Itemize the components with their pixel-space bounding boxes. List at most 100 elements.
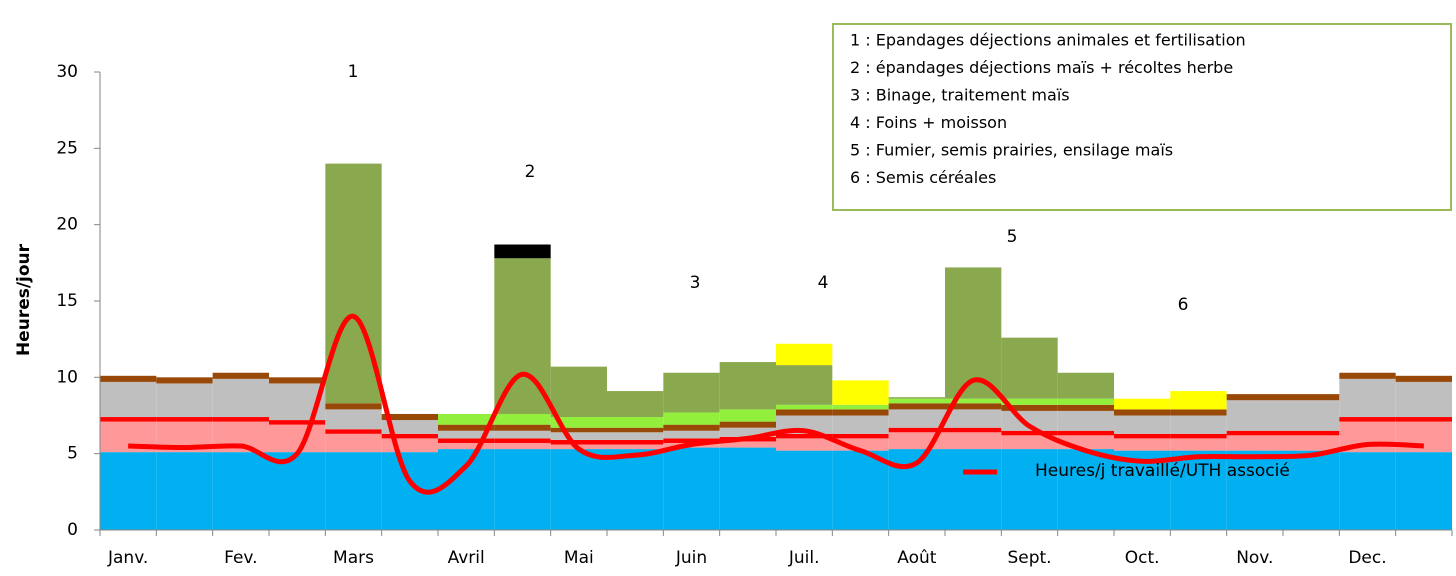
- bar-segment: [945, 427, 1002, 433]
- bar-segment: [212, 372, 269, 379]
- x-tick-label: Oct.: [1125, 548, 1160, 568]
- bar-segment: [663, 412, 720, 425]
- x-tick-label: Nov.: [1236, 548, 1273, 568]
- bar-segment: [1395, 452, 1452, 530]
- y-tick-label: 20: [56, 215, 78, 235]
- legend-label: Heures/j travaillé/UTH associé: [1035, 461, 1290, 481]
- bar-segment: [832, 409, 889, 416]
- bar-segment: [663, 447, 720, 530]
- note: 4 : Foins + moisson: [850, 113, 1007, 132]
- x-tick-label: Avril: [448, 548, 485, 568]
- bar-segment: [438, 424, 495, 431]
- bar-segment: [1395, 381, 1452, 418]
- bar-segment: [494, 430, 551, 439]
- bar-segment: [1001, 404, 1058, 411]
- annotation: 2: [525, 162, 536, 182]
- bar-segment: [550, 427, 607, 433]
- bar-segment: [888, 397, 945, 399]
- bar-segment: [776, 409, 833, 416]
- bar-segment: [719, 362, 776, 410]
- bar-segment: [494, 442, 551, 450]
- y-tick-label: 30: [56, 62, 78, 82]
- bar-segment: [1283, 435, 1340, 451]
- bar-segment: [156, 377, 213, 384]
- bar-segment: [888, 403, 945, 410]
- bar-segment: [607, 449, 664, 530]
- bar-segment: [100, 375, 157, 382]
- bar-segment: [438, 430, 495, 439]
- bar-segment: [156, 383, 213, 418]
- bar-segment: [1057, 372, 1114, 399]
- x-tick-label: Mai: [564, 548, 594, 568]
- bar-segment: [1339, 452, 1396, 530]
- bar-segment: [1057, 398, 1114, 405]
- bar-segment: [1283, 400, 1340, 431]
- note: 2 : épandages déjections maïs + récoltes…: [850, 58, 1233, 77]
- bar-segment: [1395, 417, 1452, 422]
- bar-segment: [719, 447, 776, 530]
- bar-segment: [1395, 421, 1452, 453]
- bar-segment: [1170, 438, 1227, 451]
- note: 3 : Binage, traitement maïs: [850, 86, 1070, 105]
- bar-segment: [269, 452, 326, 530]
- notes-box: [832, 23, 1452, 211]
- x-tick-label: Mars: [333, 548, 374, 568]
- bar-segment: [945, 409, 1002, 428]
- bar-segment: [832, 415, 889, 434]
- note: 5 : Fumier, semis prairies, ensilage maï…: [850, 141, 1173, 160]
- bar-segment: [719, 421, 776, 428]
- y-tick-label: 0: [67, 520, 78, 540]
- bar-segment: [212, 378, 269, 418]
- annotation: 3: [690, 273, 701, 293]
- bar-segment: [550, 449, 607, 530]
- bar-segment: [607, 439, 664, 445]
- bar-segment: [1114, 438, 1171, 451]
- bar-segment: [1395, 375, 1452, 382]
- bar-segment: [550, 417, 607, 428]
- x-tick-label: Août: [897, 548, 937, 568]
- bar-segment: [269, 424, 326, 453]
- bar-segment: [1170, 450, 1227, 530]
- bar-segment: [100, 417, 157, 422]
- bar-segment: [776, 343, 833, 366]
- bar-segment: [607, 432, 664, 440]
- bar-segment: [888, 427, 945, 433]
- bar-segment: [156, 452, 213, 530]
- bar-segment: [494, 438, 551, 443]
- annotation: 1: [348, 62, 359, 82]
- bar-segment: [1114, 409, 1171, 416]
- bar-segment: [945, 403, 1002, 410]
- bar-segment: [1001, 449, 1058, 530]
- bar-segment: [494, 413, 551, 425]
- bar-segment: [212, 417, 269, 422]
- bar-segment: [1226, 400, 1283, 431]
- bar-segment: [663, 424, 720, 431]
- bar-segment: [888, 398, 945, 404]
- bar-segment: [438, 438, 495, 443]
- bar-segment: [1114, 398, 1171, 410]
- bar-segment: [494, 424, 551, 431]
- x-tick-label: Sept.: [1007, 548, 1051, 568]
- bar-segment: [550, 439, 607, 445]
- bar-segment: [1339, 372, 1396, 379]
- bar-segment: [607, 391, 664, 418]
- bar-segment: [381, 433, 438, 439]
- bar-segment: [212, 452, 269, 530]
- bar-segment: [1114, 450, 1171, 530]
- bar-segment: [1001, 398, 1058, 405]
- bar-segment: [832, 380, 889, 405]
- bar-segment: [438, 442, 495, 450]
- bar-segment: [1057, 410, 1114, 431]
- bar-segment: [776, 433, 833, 439]
- y-tick-label: 25: [56, 138, 78, 158]
- bar-segment: [381, 420, 438, 434]
- bar-segment: [945, 398, 1002, 404]
- bar-segment: [325, 409, 382, 430]
- line: [128, 313, 1424, 495]
- bar-segment: [1226, 394, 1283, 401]
- bar-segment: [719, 427, 776, 437]
- x-tick-label: Fev.: [224, 548, 257, 568]
- bar-segment: [438, 413, 495, 425]
- bar-segment: [1283, 450, 1340, 530]
